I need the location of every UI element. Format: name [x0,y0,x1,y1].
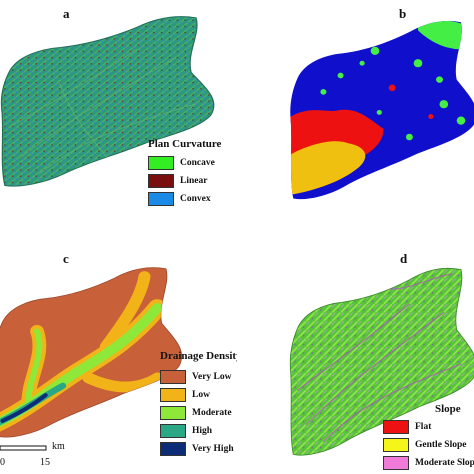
drainage-density-legend: Drainage Density Very Low Low Moderate H… [160,350,237,458]
scale-tick-start: 0 [0,457,5,468]
legend-item-very-high: Very High [160,440,237,458]
legend-swatch [160,442,186,456]
panel-c: c Drainage Density Very Low Low [0,237,237,474]
legend-item-gentle-slope: Gentle Slope [383,436,474,454]
panel-label-c: c [63,251,69,266]
scale-tick-end: 15 [40,457,50,468]
scale-bar: km 0 15 [0,441,80,471]
legend-label: Concave [180,158,215,168]
legend-item-moderate: Moderate [160,404,237,422]
legend-label: Linear [180,176,208,186]
panel-b: b [237,0,474,237]
legend-swatch [383,456,409,470]
legend-label: Very Low [192,372,232,382]
legend-item-linear: Linear [148,172,221,190]
slope-legend: Slope [435,403,461,415]
legend-label: Low [192,390,210,400]
legend-item-concave: Concave [148,154,221,172]
legend-item-moderate-slope: Moderate Slope [383,454,474,472]
slope-legend-items: Flat Gentle Slope Moderate Slope [383,418,474,472]
legend-title: Slope [435,403,461,415]
legend-title: Plan Curvature [148,138,222,150]
legend-swatch [148,192,174,206]
legend-swatch [160,424,186,438]
drainage-density-map [0,267,183,438]
legend-swatch [383,420,409,434]
legend-swatch [148,156,174,170]
legend-item-flat: Flat [383,418,474,436]
legend-label: Gentle Slope [415,440,467,450]
panel-label-b: b [399,6,407,21]
legend-label: Very High [192,444,234,454]
legend-label: Moderate Slope [415,458,474,468]
classified-map-b [290,20,474,200]
panel-a: a Plan Curvature Concave Linear Convex [0,0,237,237]
slope-map [289,267,474,456]
legend-label: Flat [415,422,432,432]
legend-item-very-low: Very Low [160,368,237,386]
legend-swatch [160,406,186,420]
legend-item-convex: Convex [148,190,221,208]
legend-swatch [148,174,174,188]
plan-curvature-map [0,16,215,187]
legend-item-high: High [160,422,237,440]
plan-curvature-legend: Plan Curvature Concave Linear Convex [148,138,221,208]
legend-label: High [192,426,213,436]
panel-label-a: a [63,6,70,21]
legend-swatch [383,438,409,452]
legend-label: Moderate [192,408,232,418]
panel-d: d Slope Flat Gentle Slope Moderate Slope [237,237,474,474]
scale-bar-line [0,445,47,451]
panel-label-d: d [400,251,408,266]
legend-title: Drainage Density [160,350,237,362]
legend-item-low: Low [160,386,237,404]
scale-unit: km [52,441,65,452]
legend-swatch [160,370,186,384]
legend-swatch [160,388,186,402]
legend-label: Convex [180,194,211,204]
